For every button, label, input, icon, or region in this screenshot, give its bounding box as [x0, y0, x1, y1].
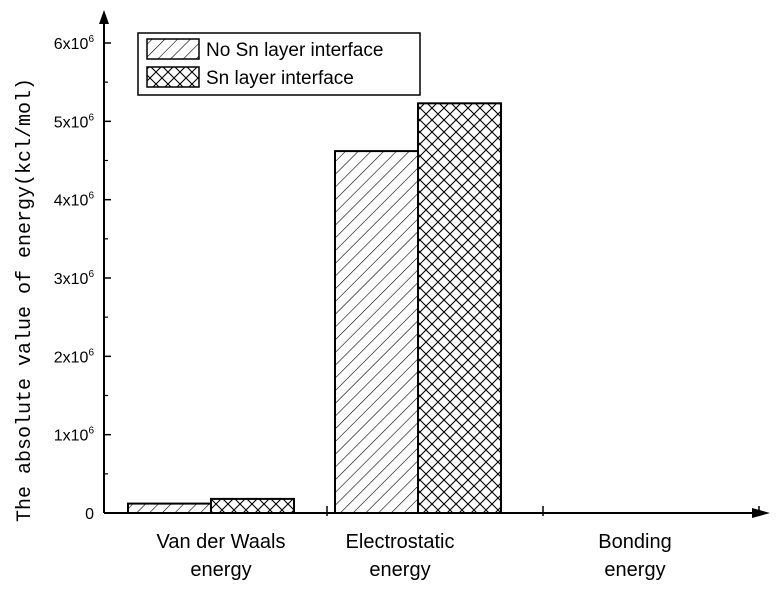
y-tick-label: 6x106	[54, 34, 95, 53]
legend-swatch	[146, 66, 200, 88]
bar-sn-1	[417, 102, 502, 514]
legend-swatch	[146, 38, 200, 60]
x-axis-arrow	[752, 508, 770, 518]
y-tick-label: 2x106	[54, 347, 95, 366]
y-axis-arrow	[99, 10, 109, 24]
y-tick-label: 1x106	[54, 426, 95, 445]
x-category-label: Van der Waals energy	[157, 531, 286, 581]
y-tick-label: 0	[85, 506, 94, 523]
bar-sn-0	[210, 497, 295, 514]
y-tick-label: 4x106	[54, 191, 95, 210]
legend-label: No Sn layer interface	[206, 40, 383, 61]
x-category-label: Bonding energy	[598, 531, 671, 581]
y-tick-label: 3x106	[54, 269, 95, 288]
y-tick-label: 5x106	[54, 112, 95, 131]
x-category-label: Electrostatic energy	[346, 531, 455, 581]
y-axis-title: The absolute value of energy(kcl/mol)	[14, 78, 37, 522]
bar-no-sn-0	[127, 502, 212, 515]
bar-no-sn-1	[334, 150, 419, 514]
legend-label: Sn layer interface	[206, 68, 354, 89]
